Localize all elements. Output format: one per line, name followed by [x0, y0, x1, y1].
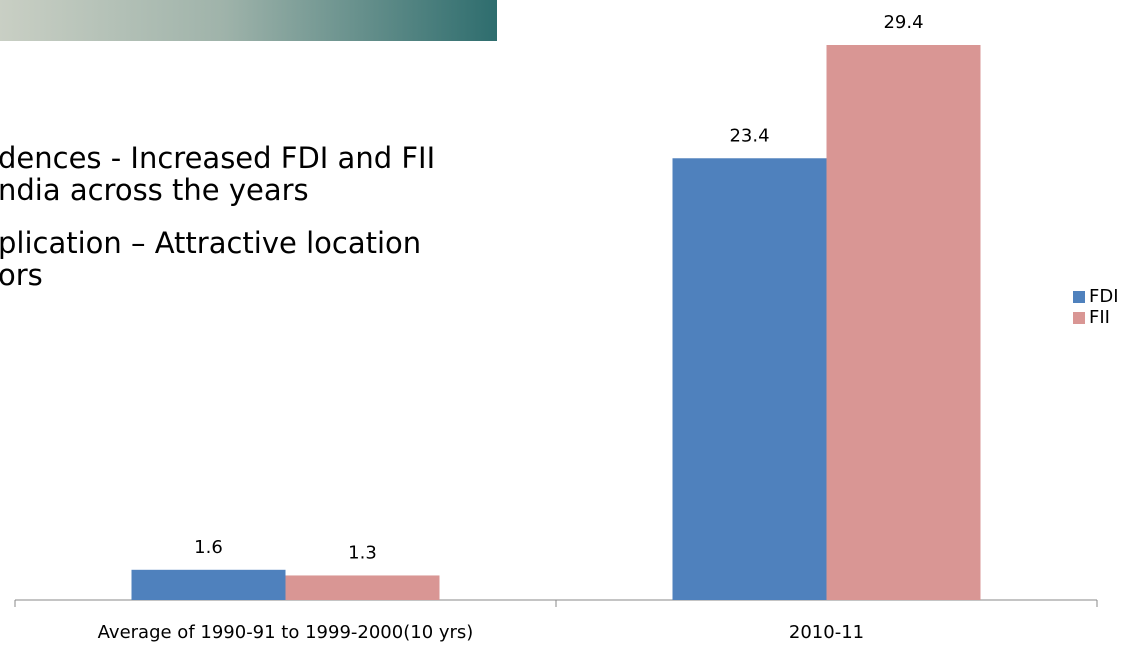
bar	[285, 575, 440, 600]
bullet-line: dences - Increased FDI and FII	[0, 141, 435, 175]
photo	[0, 0, 497, 41]
x-tick-label: Average of 1990-91 to 1999-2000(10 yrs)	[98, 622, 474, 643]
legend-label: FII	[1089, 307, 1110, 328]
data-label: 1.3	[348, 542, 377, 563]
legend-label: FDI	[1089, 286, 1119, 307]
bar	[826, 45, 981, 600]
bullet-line: ors	[0, 258, 43, 292]
data-label: 29.4	[883, 12, 923, 33]
x-tick-label: 2010-11	[789, 622, 864, 643]
bullet-line: plication – Attractive location	[0, 226, 421, 260]
chart: Average of 1990-91 to 1999-2000(10 yrs) 1…	[14, 12, 1119, 643]
bar	[672, 158, 827, 600]
bullet-line: ndia across the years	[0, 173, 309, 207]
legend-swatch	[1073, 312, 1085, 324]
legend-swatch	[1073, 291, 1085, 303]
data-label: 23.4	[729, 125, 769, 146]
data-label: 1.6	[194, 537, 223, 558]
bar	[131, 569, 286, 600]
